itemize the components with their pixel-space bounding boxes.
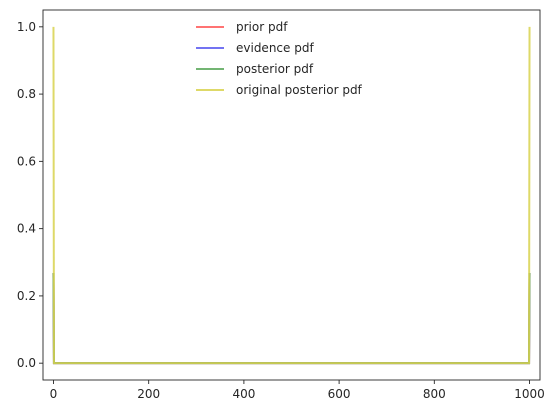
legend-label: posterior pdf <box>236 62 314 76</box>
x-tick-label: 600 <box>328 387 351 401</box>
x-tick-label: 800 <box>423 387 446 401</box>
plot-lines <box>52 26 531 365</box>
y-tick-label: 0.0 <box>17 356 36 370</box>
legend-label: prior pdf <box>236 20 288 34</box>
y-tick-label: 0.6 <box>17 154 36 168</box>
legend: prior pdf evidence pdf posterior pdf origin… <box>196 20 363 97</box>
series-line-4 <box>52 26 531 365</box>
plot-frame <box>42 9 541 381</box>
x-tick-label: 400 <box>232 387 255 401</box>
y-axis: 0.0 0.2 0.4 0.6 0.8 1.0 <box>17 20 43 370</box>
x-tick-label: 1000 <box>514 387 545 401</box>
legend-label: original posterior pdf <box>236 83 363 97</box>
x-tick-label: 0 <box>50 387 58 401</box>
y-tick-label: 0.4 <box>17 222 36 236</box>
y-tick-label: 1.0 <box>17 20 36 34</box>
x-tick-label: 200 <box>137 387 160 401</box>
legend-label: evidence pdf <box>236 41 314 55</box>
y-tick-label: 0.2 <box>17 289 36 303</box>
y-tick-label: 0.8 <box>17 87 36 101</box>
x-axis: 0 200 400 600 800 1000 <box>50 380 545 401</box>
